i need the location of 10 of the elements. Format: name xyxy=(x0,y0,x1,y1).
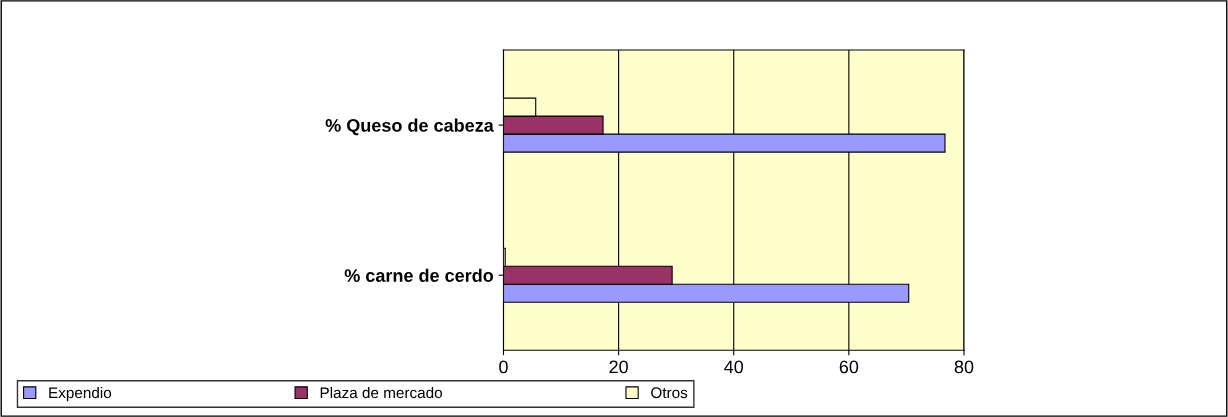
y-tick-label: % Queso de cabeza xyxy=(325,118,494,136)
legend-label: Plaza de mercado xyxy=(320,386,442,399)
legend-label: Otros xyxy=(651,387,688,399)
x-tick-label: 80 xyxy=(954,360,974,374)
legend-label: Expendio xyxy=(49,386,112,402)
x-tick-label: 40 xyxy=(724,360,744,374)
x-tick-label: 60 xyxy=(839,360,859,374)
y-tick-label: % carne de cerdo xyxy=(344,268,494,282)
x-tick-label: 20 xyxy=(609,360,628,374)
x-tick-label: 0 xyxy=(499,360,508,374)
